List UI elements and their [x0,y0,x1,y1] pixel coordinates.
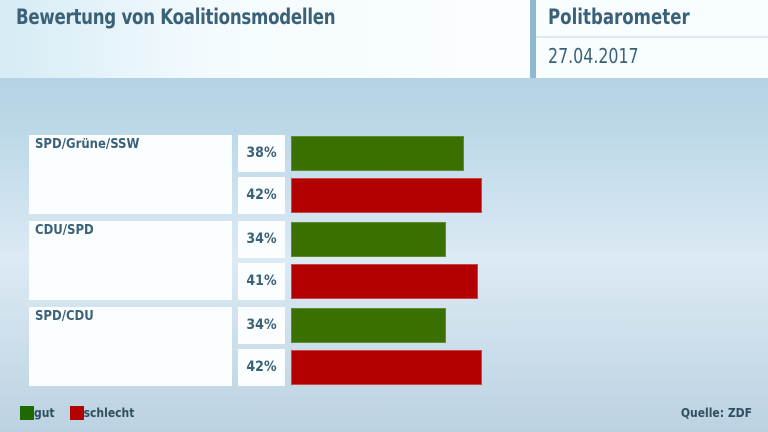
coalition-label-box: SPD/Grüne/SSW [29,135,232,214]
bar-gut [291,222,446,257]
bar-gut [291,308,446,343]
coalition-label: SPD/CDU [35,309,94,324]
coalition-label: SPD/Grüne/SSW [35,137,140,152]
bar-gut [291,136,464,171]
chart-title: Bewertung von Koalitionsmodellen [16,5,336,29]
header-divider [530,0,536,78]
legend-swatch-gut [20,406,34,420]
coalition-label: CDU/SPD [35,223,94,238]
coalition-group: CDU/SPD 34% 41% [29,221,669,300]
brand-label: Politbarometer [548,5,690,29]
header-title-panel: Bewertung von Koalitionsmodellen [0,0,530,78]
source-label: Quelle: ZDF [680,406,752,420]
schlecht-value-label: 41% [238,263,285,300]
coalition-label-box: SPD/CDU [29,307,232,386]
bar-schlecht [291,264,478,299]
bar-schlecht [291,350,483,385]
legend-label-schlecht: schlecht [83,406,135,420]
legend-swatch-schlecht [69,406,84,420]
gut-value-label: 38% [238,135,285,172]
gut-value-label: 34% [238,221,285,258]
bar-schlecht [291,178,483,213]
gut-value-label: 34% [238,307,285,344]
header-separator [536,36,768,38]
coalition-group: SPD/Grüne/SSW 38% 42% [29,135,669,214]
schlecht-value-label: 42% [238,177,285,214]
coalition-label-box: CDU/SPD [29,221,232,300]
legend-label-gut: gut [34,406,55,420]
schlecht-value-label: 42% [238,349,285,386]
coalition-group: SPD/CDU 34% 42% [29,307,669,386]
date-label: 27.04.2017 [548,44,639,68]
header-brand-panel: Politbarometer 27.04.2017 [536,0,768,78]
legend: gut schlecht [20,406,134,420]
